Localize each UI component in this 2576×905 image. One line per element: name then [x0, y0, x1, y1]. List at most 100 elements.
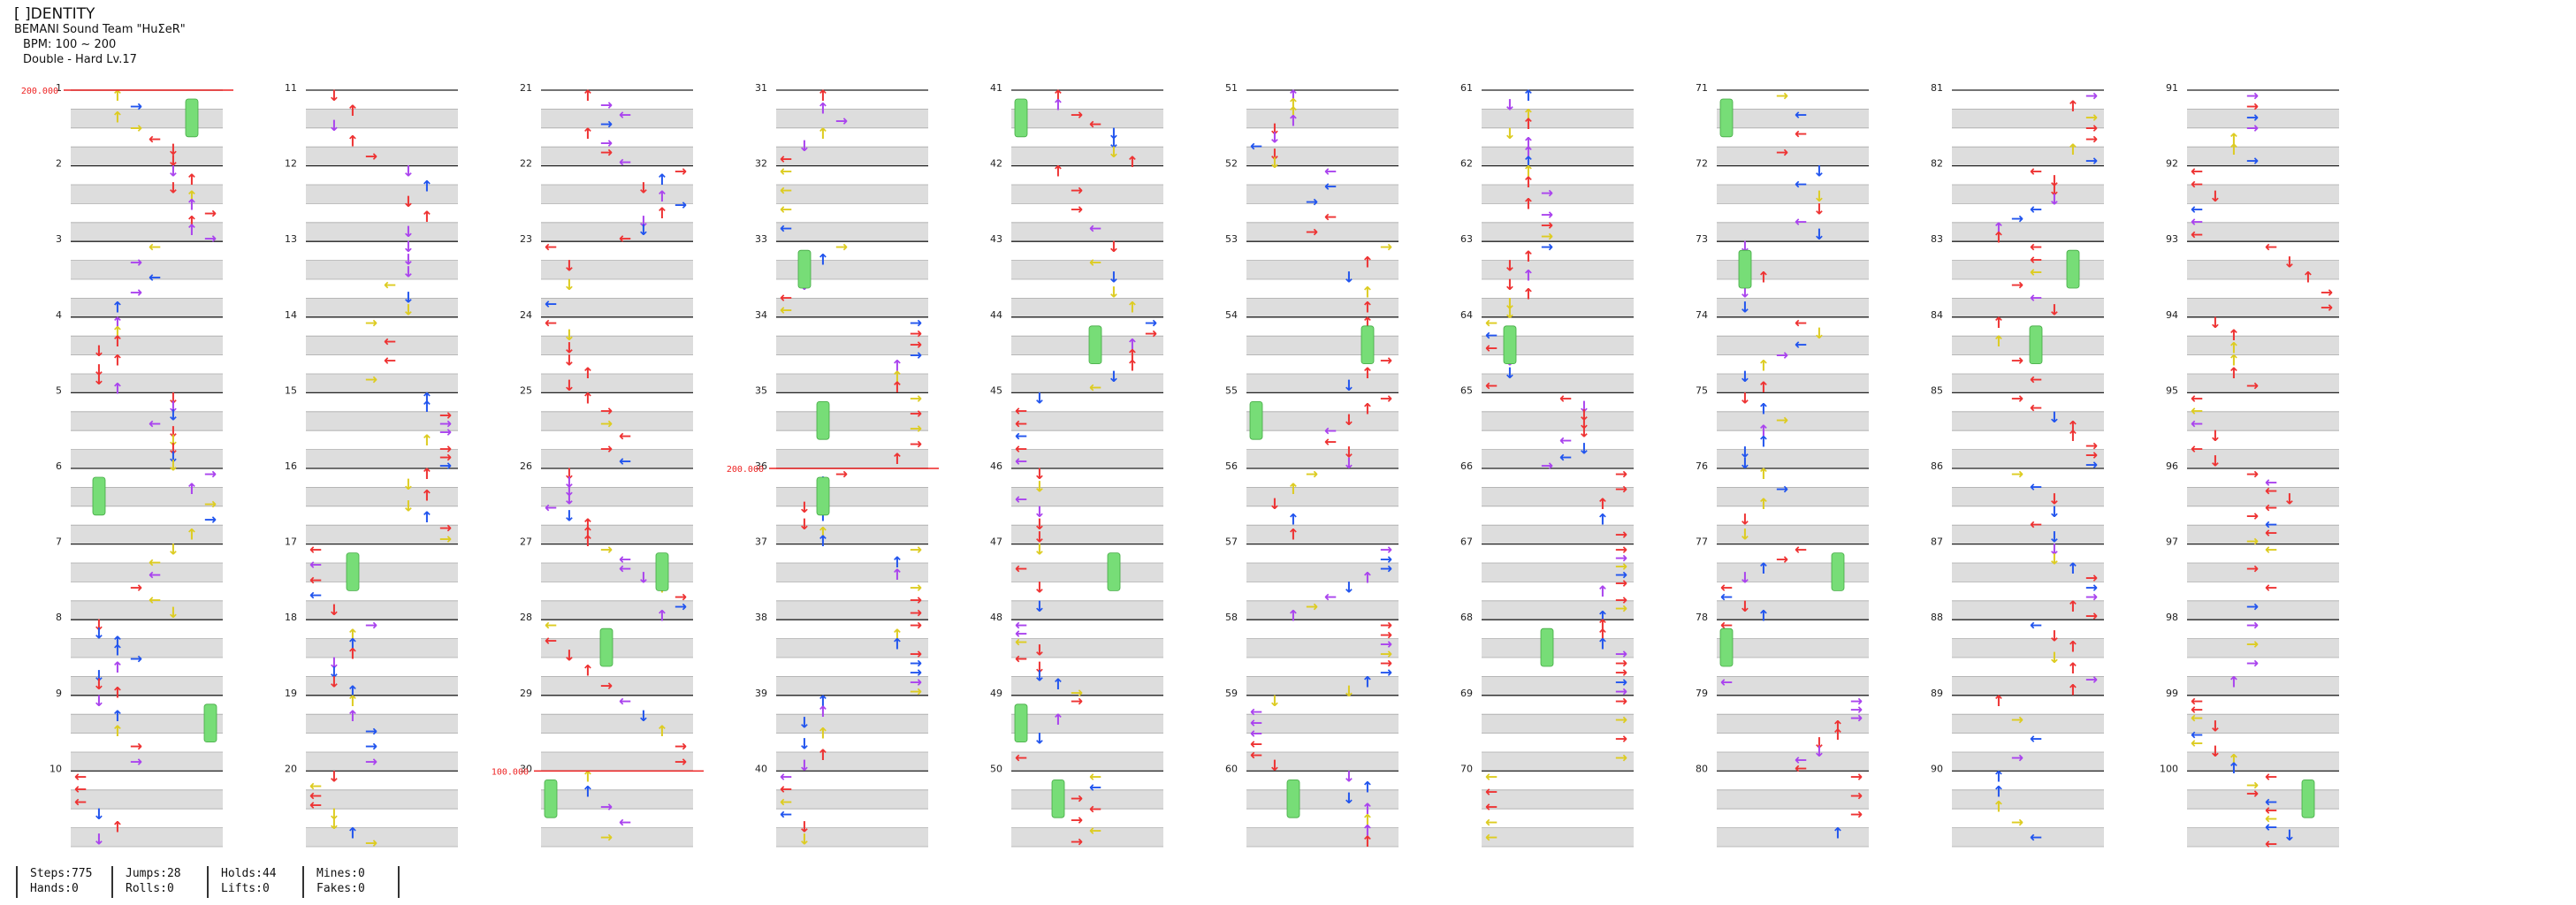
measure-stripe [2187, 411, 2339, 431]
step-arrow: → [130, 579, 142, 597]
step-arrow: → [600, 403, 613, 421]
measure-stripe [1952, 374, 2104, 393]
step-arrow: → [2085, 87, 2098, 105]
measure-stripe [541, 109, 693, 128]
measure-number: 70 [1460, 763, 1473, 774]
step-arrow: → [439, 415, 452, 433]
step-arrow: ↑ [2228, 353, 2240, 370]
step-arrow: ↑ [421, 466, 433, 483]
step-arrow: ↑ [347, 825, 359, 843]
step-arrow: ↑ [582, 516, 594, 534]
step-arrow: ↓ [328, 806, 340, 824]
measure-stripe [306, 563, 458, 582]
measure-stripe [1011, 676, 1163, 696]
step-arrow: ↓ [1739, 526, 1751, 544]
step-arrow: → [1850, 768, 1863, 786]
measure-stripe [776, 789, 928, 810]
step-arrow: → [674, 164, 687, 181]
step-arrow: ↑ [111, 659, 124, 677]
measure-stripe [1952, 487, 2104, 506]
measure-stripe [71, 260, 223, 279]
measure-stripe [1952, 600, 2104, 620]
step-arrow: ← [1089, 116, 1101, 133]
step-arrow: ↓ [563, 277, 575, 294]
measure-stripe [1717, 374, 1869, 393]
measure-stripe [1717, 411, 1869, 431]
step-arrow: ← [2030, 164, 2042, 181]
measure-stripe [776, 449, 928, 468]
step-arrow: ← [1015, 749, 1027, 767]
song-difficulty: Double - Hard Lv.17 [23, 53, 137, 66]
step-arrow: → [130, 120, 142, 138]
measure-number: 58 [1225, 612, 1238, 623]
step-arrow: ↑ [1757, 422, 1770, 440]
step-arrow: ← [1485, 768, 1498, 786]
step-arrow: ↑ [1832, 825, 1844, 843]
step-arrow: ↓ [1813, 164, 1825, 181]
step-arrow: ↑ [1361, 254, 1374, 271]
step-arrow: ↓ [2048, 542, 2061, 559]
step-arrow: → [1776, 551, 1788, 568]
measure-stripe [1246, 147, 1399, 166]
measure-stripe [71, 336, 223, 355]
measure-stripe [2187, 638, 2339, 658]
measure-stripe [306, 109, 458, 128]
step-arrow: → [130, 738, 142, 756]
step-arrow: ← [2030, 731, 2042, 749]
step-arrow: ← [1485, 784, 1498, 802]
step-arrow: ↑ [817, 125, 829, 143]
measure-stripe [1952, 638, 2104, 658]
step-arrow: ↓ [1033, 542, 1046, 559]
measure-number: 48 [990, 612, 1002, 623]
measure-stripe [71, 185, 223, 204]
step-arrow: ← [1015, 560, 1027, 578]
step-arrow: ↑ [2067, 428, 2079, 445]
measure-number: 16 [285, 460, 297, 472]
step-arrow: ← [545, 239, 557, 256]
measure-number: 60 [1225, 763, 1238, 774]
measure-stripe [1952, 411, 2104, 431]
step-arrow: ← [1485, 814, 1498, 832]
step-arrow: ↓ [2283, 254, 2296, 271]
measure-stripe [541, 827, 693, 847]
measure-number: 57 [1225, 536, 1238, 548]
stats-group-mines: Mines:0 Fakes:0 [302, 866, 365, 898]
hold-note [599, 627, 614, 667]
step-arrow: ↑ [186, 188, 198, 206]
step-arrow: ↓ [167, 457, 179, 475]
step-arrow: ← [1720, 589, 1733, 606]
step-arrow: → [2011, 353, 2023, 370]
step-arrow: ← [1795, 751, 1807, 769]
measure-number: 80 [1696, 763, 1708, 774]
step-arrow: ← [1015, 415, 1027, 433]
step-arrow: → [600, 678, 613, 696]
step-arrow: ← [780, 806, 792, 824]
step-arrow: ← [1015, 491, 1027, 509]
measure-number: 59 [1225, 688, 1238, 699]
measure-number: 51 [1225, 82, 1238, 94]
measure-stripe [1482, 260, 1634, 279]
step-arrow: → [2011, 749, 2023, 767]
measure-stripe [1717, 487, 1869, 506]
step-arrow: → [674, 598, 687, 616]
step-arrow: ↑ [2228, 365, 2240, 383]
step-arrow: ↓ [1813, 743, 1825, 761]
stats-group-steps: Steps:775 Hands:0 [16, 866, 92, 898]
measure-stripe [541, 185, 693, 204]
measure-number: 65 [1460, 384, 1473, 396]
measure-number: 45 [990, 384, 1002, 396]
bpm-change-label: 200.000 [727, 465, 764, 475]
step-arrow: ↓ [93, 626, 105, 643]
step-arrow: → [2085, 109, 2098, 126]
measure-number: 88 [1931, 612, 1943, 623]
step-arrow: ↓ [167, 605, 179, 622]
step-arrow: ↑ [111, 109, 124, 126]
step-arrow: → [1306, 466, 1318, 483]
step-arrow: ↓ [2048, 529, 2061, 546]
stat-lifts: Lifts:0 [221, 882, 270, 895]
step-arrow: → [1071, 811, 1083, 829]
step-arrow: ↑ [2067, 639, 2079, 657]
step-arrow: ← [1795, 125, 1807, 143]
step-arrow: ← [309, 787, 322, 805]
song-header: [ ]DENTITY BEMANI Sound Team "HuΣeR" BPM… [14, 7, 186, 67]
